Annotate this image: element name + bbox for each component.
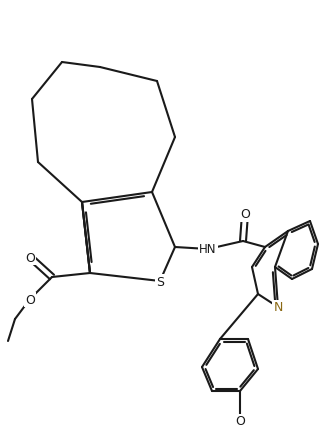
Text: O: O	[235, 414, 245, 427]
Text: O: O	[25, 293, 35, 306]
Text: S: S	[156, 275, 164, 288]
Text: HN: HN	[199, 243, 217, 256]
Text: O: O	[25, 251, 35, 264]
Text: N: N	[273, 301, 283, 314]
Text: O: O	[240, 208, 250, 221]
